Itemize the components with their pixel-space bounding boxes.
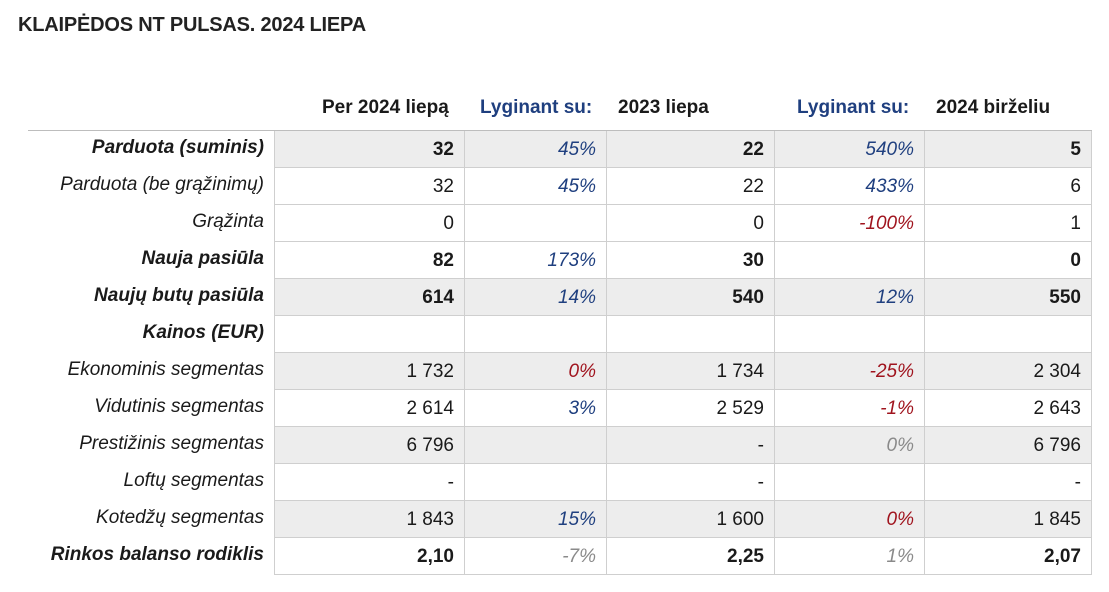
header-previous-month: 2024 birželiu — [936, 97, 1051, 118]
value-previous-month-cell: 1 845 — [924, 501, 1092, 538]
change-vs-month-cell — [774, 242, 924, 279]
value-current-cell: 32 — [274, 168, 464, 205]
value-last-year-cell: 1 734 — [606, 353, 774, 390]
change-vs-month-cell — [774, 316, 924, 353]
row-label: Vidutinis segmentas — [94, 396, 264, 417]
change-vs-year-cell: 0% — [464, 353, 606, 390]
value-previous-month-cell: 6 — [924, 168, 1092, 205]
table-row: Prestižinis segmentas 6 796-0% 6 796 — [0, 427, 1109, 464]
change-vs-year-cell: -7% — [464, 538, 606, 575]
row-label: Parduota (suminis) — [91, 137, 264, 158]
change-vs-year-cell: 3% — [464, 390, 606, 427]
change-vs-year-cell: 15% — [464, 501, 606, 538]
header-last-year-period: 2023 liepa — [618, 97, 709, 118]
header-compare-month: Lyginant su: — [797, 97, 910, 118]
value-current-cell: 2 614 — [274, 390, 464, 427]
change-vs-month-cell: -100% — [774, 205, 924, 242]
row-label: Loftų segmentas — [123, 470, 264, 491]
row-label: Prestižinis segmentas — [79, 433, 264, 454]
table-row: Grąžinta 0 0 -100% 1 — [0, 205, 1109, 242]
value-last-year-cell: 0 — [606, 205, 774, 242]
value-current-cell: 614 — [274, 279, 464, 316]
table-row: Ekonominis segmentas 1 732 0% 1 734 -25% 2 30… — [0, 353, 1109, 390]
table-row: Naujų butų pasiūla 614 14% 540 12% 550 — [0, 279, 1109, 316]
table-row: Nauja pasiūla 82 173% 30 0 — [0, 242, 1109, 279]
change-vs-year-cell — [464, 205, 606, 242]
value-current-cell: 1 843 — [274, 501, 464, 538]
value-last-year-cell: 22 — [606, 168, 774, 205]
value-previous-month-cell: 550 — [924, 279, 1092, 316]
value-last-year-cell: 2,25 — [606, 538, 774, 575]
value-previous-month-cell: 1 — [924, 205, 1092, 242]
value-last-year-cell: 540 — [606, 279, 774, 316]
value-last-year-cell: 30 — [606, 242, 774, 279]
change-vs-month-cell: 1% — [774, 538, 924, 575]
row-label: Naujų butų pasiūla — [94, 285, 264, 306]
value-previous-month-cell: 2,07 — [924, 538, 1092, 575]
change-vs-month-cell: 540% — [774, 131, 924, 168]
value-previous-month-cell: 5 — [924, 131, 1092, 168]
value-current-cell: - — [274, 464, 464, 501]
table-row: Parduota (be grąžinimų) 32 45% 22 433% 6 — [0, 168, 1109, 205]
value-last-year-cell — [606, 316, 774, 353]
table-body: Parduota (suminis) 32 45% 22 540% 5 Parduota (… — [0, 131, 1109, 575]
row-label: Kainos (EUR) — [142, 322, 264, 343]
value-last-year-cell: 1 600 — [606, 501, 774, 538]
table-row: Parduota (suminis) 32 45% 22 540% 5 — [0, 131, 1109, 168]
change-vs-year-cell — [464, 427, 606, 464]
row-label: Parduota (be grąžinimų) — [60, 174, 264, 195]
change-vs-month-cell: 433% — [774, 168, 924, 205]
value-previous-month-cell: 0 — [924, 242, 1092, 279]
table-top-rule — [28, 130, 1092, 131]
change-vs-month-cell: -1% — [774, 390, 924, 427]
change-vs-year-cell: 14% — [464, 279, 606, 316]
value-current-cell: 82 — [274, 242, 464, 279]
change-vs-month-cell: -25% — [774, 353, 924, 390]
value-last-year-cell: - — [606, 464, 774, 501]
value-current-cell: 32 — [274, 131, 464, 168]
change-vs-year-cell — [464, 464, 606, 501]
change-vs-month-cell: 0% — [774, 427, 924, 464]
value-previous-month-cell: 6 796 — [924, 427, 1092, 464]
table-row: Kotedžų segmentas 1 843 15% 1 600 0% 1 845 — [0, 501, 1109, 538]
value-last-year-cell: - — [606, 427, 774, 464]
table-header: Per 2024 liepą Lyginant su: 2023 liepa L… — [0, 94, 1109, 126]
table-row: Loftų segmentas - - - — [0, 464, 1109, 501]
change-vs-month-cell: 0% — [774, 501, 924, 538]
row-label: Kotedžų segmentas — [96, 507, 264, 528]
value-last-year-cell: 22 — [606, 131, 774, 168]
row-label: Grąžinta — [192, 211, 264, 232]
header-compare-year: Lyginant su: — [480, 97, 593, 118]
change-vs-year-cell: 45% — [464, 168, 606, 205]
table-row: Vidutinis segmentas 2 614 3% 2 529 -1% 2 643 — [0, 390, 1109, 427]
table-row: Kainos (EUR) — [0, 316, 1109, 353]
value-previous-month-cell: - — [924, 464, 1092, 501]
value-current-cell — [274, 316, 464, 353]
change-vs-year-cell: 45% — [464, 131, 606, 168]
value-current-cell: 0 — [274, 205, 464, 242]
value-previous-month-cell: 2 304 — [924, 353, 1092, 390]
row-label: Ekonominis segmentas — [67, 359, 264, 380]
value-previous-month-cell: 2 643 — [924, 390, 1092, 427]
page-title: KLAIPĖDOS NT PULSAS. 2024 LIEPA — [18, 14, 366, 36]
header-current-period: Per 2024 liepą — [322, 97, 449, 118]
change-vs-month-cell: 12% — [774, 279, 924, 316]
value-previous-month-cell — [924, 316, 1092, 353]
value-current-cell: 6 796 — [274, 427, 464, 464]
change-vs-month-cell — [774, 464, 924, 501]
value-current-cell: 1 732 — [274, 353, 464, 390]
row-label: Nauja pasiūla — [141, 248, 265, 269]
value-current-cell: 2,10 — [274, 538, 464, 575]
change-vs-year-cell — [464, 316, 606, 353]
change-vs-year-cell: 173% — [464, 242, 606, 279]
table-row: Rinkos balanso rodiklis 2,10 -7% 2,25 1% 2,07 — [0, 538, 1109, 575]
row-label: Rinkos balanso rodiklis — [50, 544, 264, 565]
value-last-year-cell: 2 529 — [606, 390, 774, 427]
